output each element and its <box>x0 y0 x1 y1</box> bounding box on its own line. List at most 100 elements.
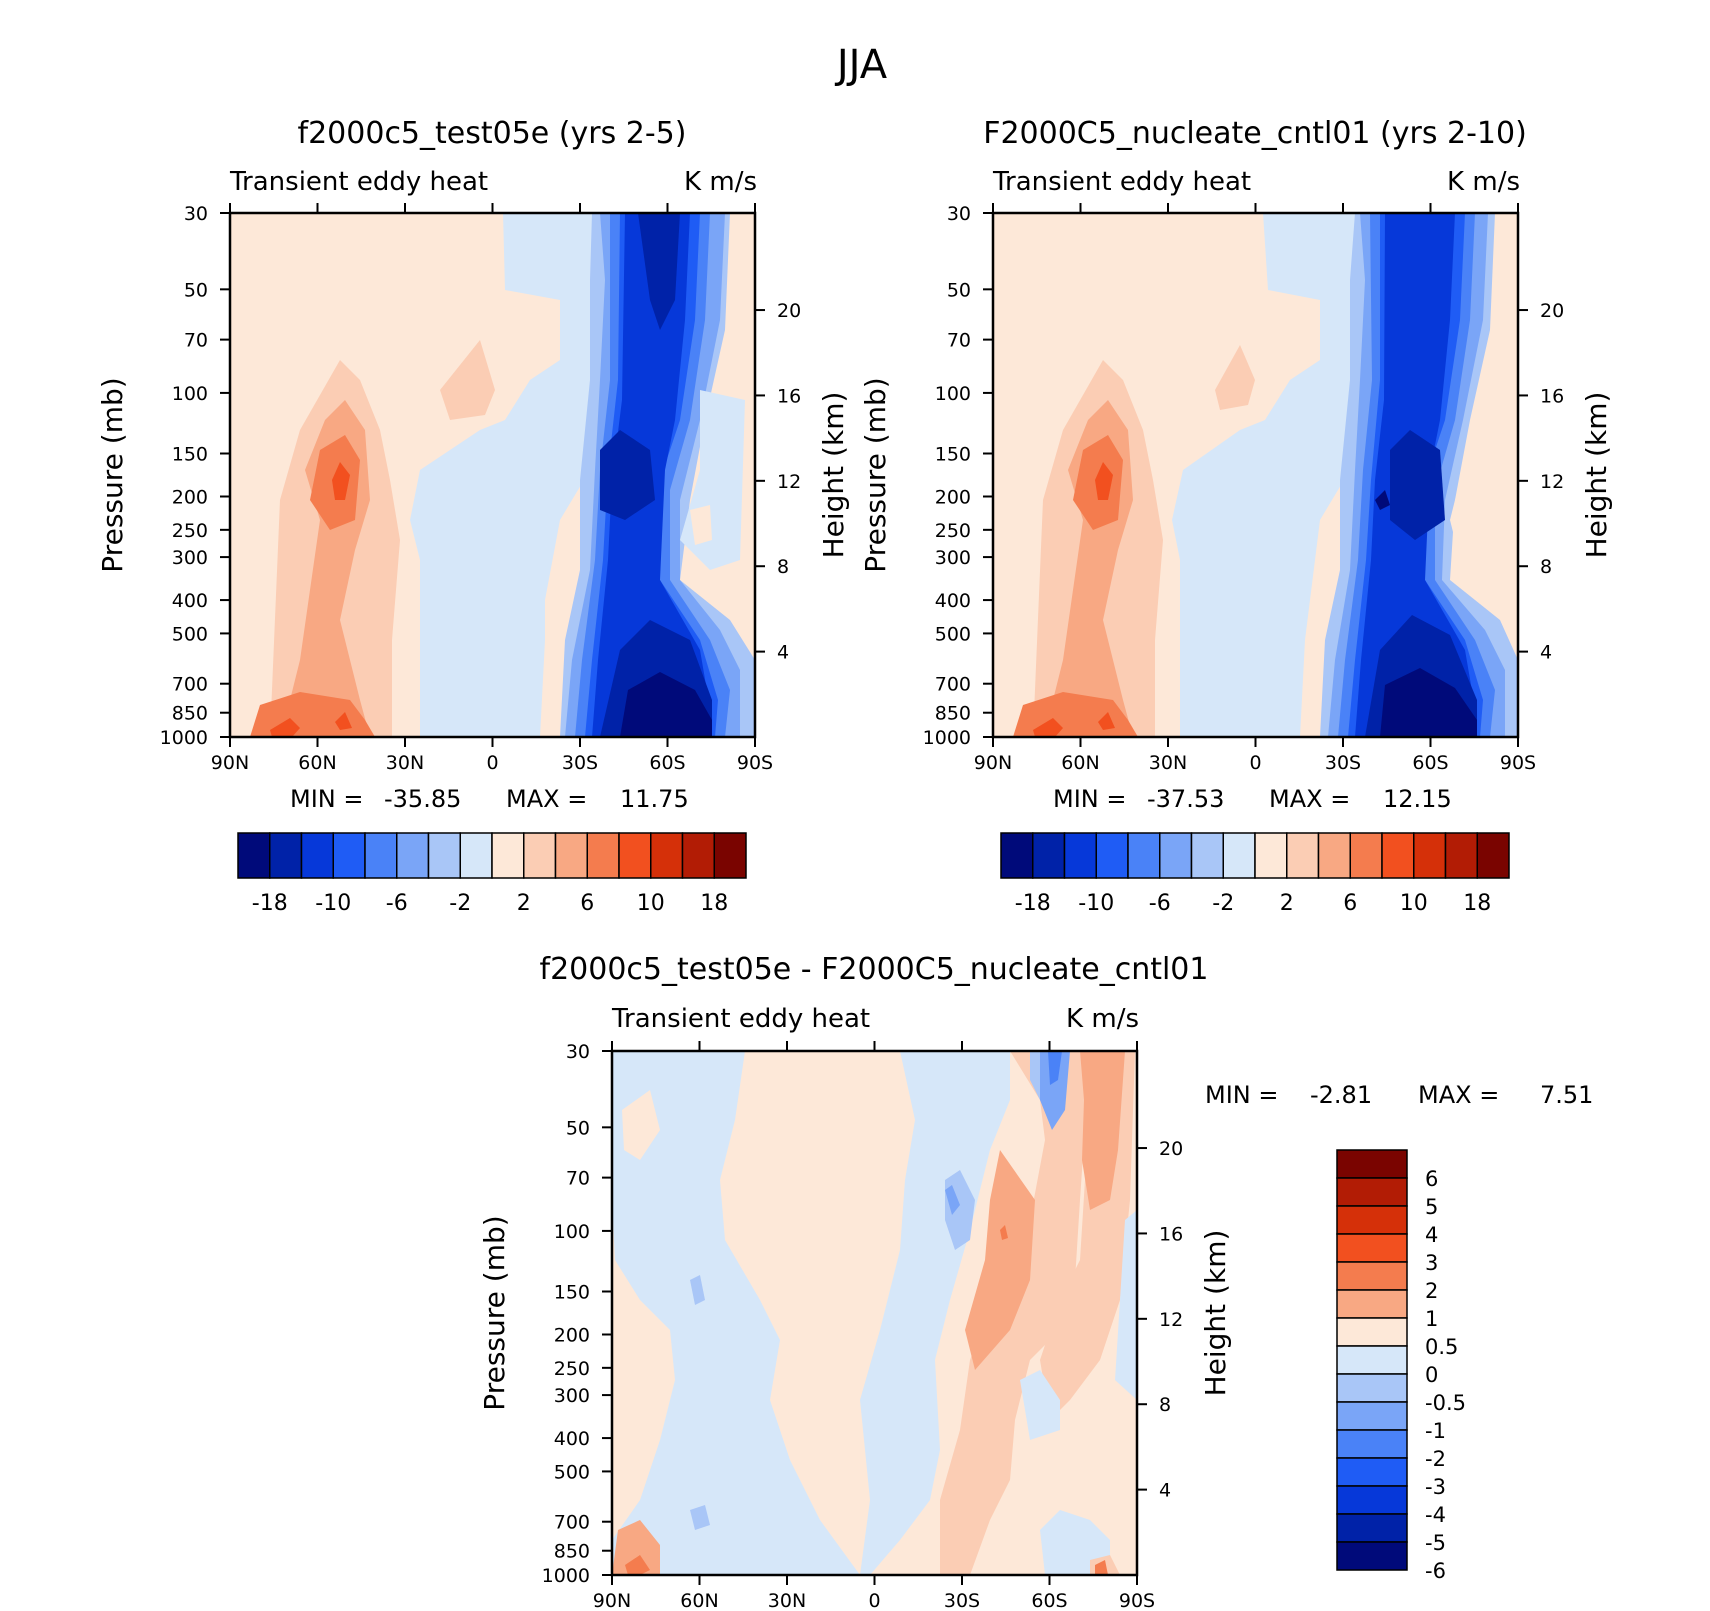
y-tick-label: 50 <box>947 279 971 301</box>
colorbar-swatch <box>427 832 461 879</box>
y-tick-label: 400 <box>554 1428 590 1450</box>
y-tick-right-label: 16 <box>1540 385 1564 407</box>
colorbar-swatch <box>332 832 366 879</box>
x-tick-label: 30S <box>1325 752 1361 774</box>
variable-label: Transient eddy heat <box>992 167 1251 197</box>
y-tick-label: 850 <box>554 1541 590 1563</box>
colorbar-swatch <box>1336 1373 1408 1403</box>
variable-label: Transient eddy heat <box>611 1004 870 1034</box>
colorbar-swatch <box>523 832 557 879</box>
colorbar-label: 10 <box>637 891 665 916</box>
colorbar-swatch <box>1336 1457 1408 1487</box>
y-tick-label: 700 <box>554 1512 590 1534</box>
colorbar-label: -18 <box>1015 891 1051 916</box>
x-tick-label: 60S <box>649 752 685 774</box>
x-tick-label: 90S <box>737 752 773 774</box>
colorbar-swatch <box>1336 1429 1408 1459</box>
colorbar-swatch <box>491 832 525 879</box>
colorbar-swatch <box>1000 832 1034 879</box>
units-label: K m/s <box>684 167 757 197</box>
y-tick-right-label: 12 <box>1159 1309 1183 1331</box>
colorbar-swatch <box>1190 832 1224 879</box>
y-tick-label: 150 <box>554 1282 590 1304</box>
y-tick-label: 300 <box>172 547 208 569</box>
x-tick-label: 0 <box>1249 752 1261 774</box>
colorbar-swatch <box>1063 832 1097 879</box>
y-tick-right-label: 4 <box>1540 642 1552 664</box>
y-tick-label: 150 <box>935 444 971 466</box>
y-tick-label: 850 <box>172 703 208 725</box>
x-tick-label: 30N <box>1149 752 1187 774</box>
colorbar-label: -3 <box>1425 1475 1446 1499</box>
x-tick-label: 90N <box>211 752 249 774</box>
x-tick-label: 60N <box>298 752 336 774</box>
colorbar-swatch <box>1336 1485 1408 1515</box>
y-tick-label: 250 <box>554 1358 590 1380</box>
units-label: K m/s <box>1066 1004 1139 1034</box>
colorbar-swatch <box>1254 832 1288 879</box>
y-axis-right-label: Height (km) <box>817 392 850 559</box>
colorbar-label: -18 <box>252 891 288 916</box>
x-tick-label: 90S <box>1119 1590 1155 1611</box>
x-tick-label: 60S <box>1412 752 1448 774</box>
colorbar-label: 6 <box>1425 1167 1438 1191</box>
contour-field <box>230 213 755 737</box>
panel-title: f2000c5_test05e - F2000C5_nucleate_cntl0… <box>540 952 1209 987</box>
colorbar-swatch <box>1336 1177 1408 1207</box>
y-tick-label: 200 <box>554 1324 590 1346</box>
colorbar-swatch <box>1336 1401 1408 1431</box>
y-tick-right-label: 12 <box>777 471 801 493</box>
colorbar-label: 10 <box>1400 891 1428 916</box>
colorbar-swatch <box>618 832 652 879</box>
x-tick-label: 60S <box>1031 1590 1067 1611</box>
contour-field <box>993 213 1518 737</box>
colorbar-label: -5 <box>1425 1531 1446 1555</box>
panel-title: f2000c5_test05e (yrs 2-5) <box>298 116 687 151</box>
panel-title: F2000C5_nucleate_cntl01 (yrs 2-10) <box>983 116 1527 151</box>
y-tick-label: 50 <box>184 279 208 301</box>
y-tick-label: 500 <box>172 623 208 645</box>
x-tick-label: 0 <box>868 1590 880 1611</box>
colorbar-label: 3 <box>1425 1251 1438 1275</box>
x-tick-label: 0 <box>486 752 498 774</box>
colorbar-swatch <box>396 832 430 879</box>
colorbar-swatch <box>1336 1233 1408 1263</box>
colorbar-swatch <box>586 832 620 879</box>
stats-min-value: -35.85 <box>384 785 461 813</box>
stats-min-label: MIN = <box>1053 785 1126 813</box>
colorbar-swatch <box>1159 832 1193 879</box>
colorbar-swatch <box>713 832 747 879</box>
stats-max-value: 12.15 <box>1383 785 1452 813</box>
x-tick-label: 60N <box>680 1590 718 1611</box>
x-tick-label: 90N <box>593 1590 631 1611</box>
colorbar-label: -10 <box>1078 891 1114 916</box>
y-tick-label: 300 <box>554 1385 590 1407</box>
colorbar-swatch <box>1413 832 1447 879</box>
colorbar-label: -0.5 <box>1425 1391 1466 1415</box>
x-tick-label: 30N <box>768 1590 806 1611</box>
y-tick-label: 400 <box>935 590 971 612</box>
colorbar-label: -10 <box>315 891 351 916</box>
colorbar-label: -6 <box>1425 1559 1446 1583</box>
x-tick-label: 60N <box>1061 752 1099 774</box>
colorbar-swatch <box>300 832 334 879</box>
y-tick-right-label: 20 <box>777 300 801 322</box>
contour-field <box>612 1051 1137 1575</box>
colorbar-label: 6 <box>580 891 594 916</box>
y-axis-label: Pressure (mb) <box>478 1215 511 1410</box>
colorbar-label: -1 <box>1425 1419 1446 1443</box>
figure-title: JJA <box>834 42 888 88</box>
colorbar-swatch <box>1336 1289 1408 1319</box>
colorbar-label: 2 <box>517 891 531 916</box>
y-tick-right-label: 12 <box>1540 471 1564 493</box>
x-tick-label: 90S <box>1500 752 1536 774</box>
colorbar-label: 2 <box>1280 891 1294 916</box>
y-tick-label: 250 <box>935 520 971 542</box>
y-tick-label: 1000 <box>923 727 971 749</box>
stats-max-value: 7.51 <box>1540 1081 1593 1109</box>
y-tick-label: 70 <box>947 330 971 352</box>
colorbar-swatch <box>269 832 303 879</box>
stats-max-value: 11.75 <box>620 785 689 813</box>
colorbar-swatch <box>1336 1205 1408 1235</box>
